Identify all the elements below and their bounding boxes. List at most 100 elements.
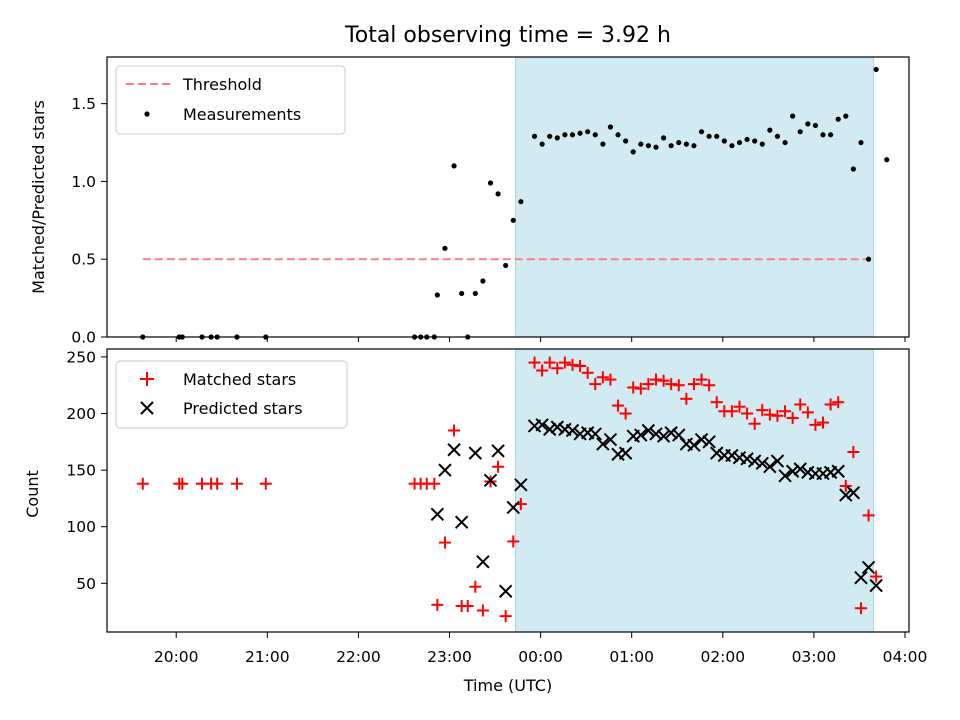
measurement-point <box>518 199 524 205</box>
matched-marker <box>687 378 700 391</box>
matched-marker <box>672 379 685 392</box>
observing-window-band-bottom <box>515 348 874 633</box>
matched-marker <box>469 580 482 593</box>
predicted-marker <box>588 427 602 441</box>
measurement-point <box>828 132 834 138</box>
measurement-point <box>547 133 553 139</box>
y-tick-label: 200 <box>66 405 96 423</box>
measurement-point <box>495 191 501 197</box>
predicted-marker <box>710 446 724 460</box>
measurement-point <box>721 138 727 144</box>
matched-marker <box>431 598 444 611</box>
matched-marker <box>771 409 784 422</box>
predicted-marker <box>725 448 739 463</box>
matched-marker <box>543 356 556 369</box>
measurement-point <box>451 163 457 169</box>
predicted-marker <box>447 443 461 457</box>
ratio-y-axis: 0.0 0.5 1.0 1.5 <box>71 95 107 347</box>
legend-matched-label: Matched stars <box>183 370 296 389</box>
measurement-point <box>729 143 735 149</box>
matched-marker <box>581 366 594 379</box>
counts-plot-frame <box>106 348 910 633</box>
measurement-point <box>623 138 629 144</box>
legend-threshold-label: Threshold <box>182 75 262 94</box>
y-tick-label: 0.0 <box>71 329 96 347</box>
matched-marker <box>619 407 632 420</box>
measurement-point <box>638 141 644 147</box>
matched-marker <box>786 412 799 425</box>
measurement-point <box>668 143 674 149</box>
matched-marker <box>862 509 875 522</box>
matched-marker <box>536 364 549 377</box>
matched-marker <box>566 358 579 371</box>
matched-marker <box>574 359 587 372</box>
ratio-x-ticks <box>175 337 906 342</box>
matched-marker <box>604 373 617 386</box>
matched-marker <box>461 599 474 612</box>
measurement-point <box>472 290 478 297</box>
matched-marker <box>499 610 512 623</box>
matched-marker <box>528 356 541 369</box>
predicted-marker <box>755 456 769 471</box>
counts-panel: 50 100 150 200 250 20:00 21:00 22:00 23:00 00:00… <box>23 348 927 695</box>
measurement-point <box>600 141 606 147</box>
measurement-point <box>884 157 890 163</box>
measurement-point <box>812 122 819 129</box>
matched-marker <box>634 382 647 395</box>
x-tick-label: 22:00 <box>336 648 381 666</box>
x-tick-label: 00:00 <box>518 648 563 666</box>
predicted-marker <box>483 473 498 488</box>
matched-marker <box>589 378 602 391</box>
predicted-marker <box>603 432 618 447</box>
chart-title: Total observing time = 3.92 h <box>344 23 671 48</box>
counts-legend: Matched stars Predicted stars <box>115 360 348 429</box>
legend-measurements-swatch <box>144 111 150 117</box>
predicted-marker <box>514 478 528 492</box>
measurement-point <box>714 133 720 139</box>
matched-marker <box>507 535 520 548</box>
matched-marker <box>741 407 754 420</box>
x-axis: 20:00 21:00 22:00 23:00 00:00 01:00 02:00 03:00… <box>154 632 927 666</box>
measurement-point <box>676 139 682 146</box>
measurement-point <box>759 141 765 147</box>
predicted-marker <box>634 428 648 442</box>
measurement-point <box>835 116 841 122</box>
matched-marker <box>642 378 655 391</box>
matched-marker <box>649 373 662 386</box>
matched-marker <box>801 406 814 419</box>
predicted-marker <box>846 486 861 500</box>
matched-marker <box>680 392 693 405</box>
predicted-marker <box>694 432 709 447</box>
measurement-point <box>752 138 758 144</box>
predicted-marker <box>702 435 716 449</box>
matched-marker <box>259 477 272 490</box>
x-tick-label: 02:00 <box>700 648 745 666</box>
matched-marker <box>665 378 678 391</box>
legend-predicted-label: Predicted stars <box>183 399 303 418</box>
matched-marker <box>230 477 243 490</box>
observing-window-band-top <box>515 56 874 338</box>
measurement-point <box>577 130 583 136</box>
matched-marker <box>870 570 883 583</box>
predicted-marker <box>498 584 513 598</box>
x-tick-label: 21:00 <box>245 648 290 666</box>
predicted-marker <box>438 463 452 477</box>
predicted-marker <box>831 464 845 478</box>
x-tick-label: 20:00 <box>154 648 199 666</box>
matched-marker <box>710 396 723 409</box>
matched-star-points <box>136 356 883 623</box>
counts-y-axis: 50 100 150 200 250 <box>66 348 107 593</box>
matched-marker <box>695 373 708 386</box>
measurement-point <box>744 136 750 143</box>
predicted-marker <box>869 578 883 593</box>
y-tick-label: 250 <box>66 348 96 366</box>
matched-marker <box>794 398 807 411</box>
predicted-star-points <box>430 418 883 598</box>
matched-marker <box>211 477 224 490</box>
measurement-point <box>459 290 465 297</box>
predicted-marker <box>491 444 505 458</box>
predicted-marker <box>687 438 701 452</box>
measurement-point <box>487 180 494 186</box>
measurement-point <box>653 144 659 150</box>
